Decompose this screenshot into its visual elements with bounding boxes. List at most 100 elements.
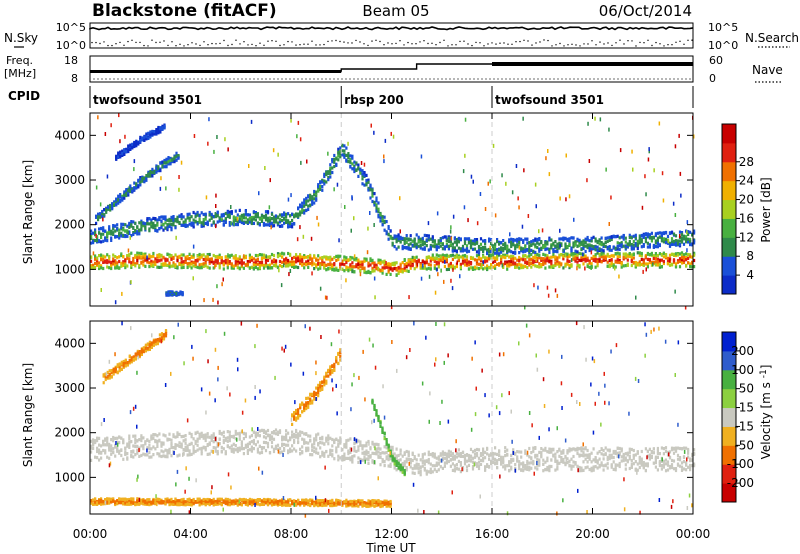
- heatmap-cell: [620, 265, 623, 269]
- heatmap-cell: [224, 217, 227, 221]
- heatmap-cell: [175, 151, 178, 155]
- heatmap-cell: [475, 240, 479, 245]
- heatmap-cell: [397, 245, 400, 249]
- heatmap-cell: [351, 458, 354, 462]
- nsearch-point: [435, 44, 437, 46]
- heatmap-cell: [228, 254, 231, 258]
- heatmap-cell: [220, 450, 223, 454]
- heatmap-cell: [451, 257, 454, 261]
- heatmap-cell: [262, 221, 266, 226]
- heatmap-cell: [584, 257, 587, 261]
- heatmap-cell: [132, 455, 135, 459]
- heatmap-cell: [134, 253, 137, 258]
- heatmap-cell: [192, 260, 195, 264]
- heatmap-cell: [482, 255, 485, 259]
- heatmap-cell: [278, 220, 282, 224]
- heatmap-speckle: [207, 141, 209, 146]
- heatmap-cell: [138, 454, 141, 458]
- heatmap-cell: [108, 442, 111, 446]
- heatmap-cell: [291, 430, 294, 434]
- heatmap-cell: [264, 431, 268, 436]
- nsearch-point: [487, 43, 489, 45]
- heatmap-cell: [520, 249, 523, 253]
- heatmap-cell: [678, 257, 682, 261]
- heatmap-cell: [289, 449, 292, 454]
- heatmap-cell: [323, 172, 326, 176]
- heatmap-cell: [106, 259, 109, 263]
- nsearch-point: [583, 43, 585, 45]
- heatmap-speckle: [129, 235, 131, 240]
- heatmap-cell: [490, 266, 493, 270]
- heatmap-cell: [319, 436, 322, 440]
- heatmap-cell: [118, 259, 121, 264]
- heatmap-speckle: [479, 192, 482, 196]
- heatmap-cell: [347, 438, 350, 442]
- heatmap-cell: [150, 259, 153, 263]
- heatmap-cell: [479, 262, 483, 267]
- heatmap-cell: [121, 198, 124, 202]
- heatmap-cell: [522, 254, 525, 258]
- heatmap-cell: [369, 263, 372, 267]
- colorbar-segment: [722, 199, 736, 219]
- heatmap-cell: [110, 449, 113, 453]
- heatmap-cell: [295, 449, 298, 453]
- heatmap-cell: [387, 262, 390, 266]
- heatmap-cell: [182, 434, 185, 438]
- heatmap-cell: [175, 292, 178, 296]
- heatmap-cell: [293, 435, 296, 439]
- heatmap-cell: [148, 217, 151, 221]
- heatmap-cell: [285, 212, 288, 216]
- heatmap-cell: [674, 234, 678, 238]
- heatmap-cell: [305, 260, 308, 264]
- heatmap-cell: [443, 256, 446, 260]
- heatmap-speckle: [217, 300, 219, 305]
- heatmap-cell: [234, 256, 237, 261]
- heatmap-cell: [272, 224, 276, 228]
- heatmap-cell: [411, 264, 414, 268]
- heatmap-speckle: [104, 132, 107, 136]
- heatmap-cell: [268, 220, 272, 225]
- heatmap-cell: [283, 435, 286, 439]
- nsearch-point: [451, 44, 453, 46]
- heatmap-cell: [140, 260, 143, 264]
- heatmap-cell: [369, 188, 372, 192]
- heatmap-cell: [192, 451, 195, 455]
- heatmap-speckle: [265, 254, 267, 259]
- heatmap-cell: [477, 256, 481, 260]
- heatmap-cell: [431, 240, 434, 244]
- heatmap-cell: [238, 208, 241, 212]
- heatmap-cell: [174, 443, 177, 447]
- heatmap-cell: [176, 219, 179, 223]
- heatmap-cell: [176, 215, 179, 219]
- heatmap-cell: [329, 450, 332, 454]
- heatmap-cell: [403, 239, 406, 243]
- heatmap-cell: [148, 254, 151, 258]
- heatmap-cell: [640, 262, 643, 266]
- heatmap-cell: [170, 438, 173, 442]
- heatmap-cell: [224, 220, 227, 224]
- heatmap-cell: [558, 264, 561, 269]
- heatmap-cell: [343, 152, 346, 156]
- nave-point: [429, 78, 431, 80]
- heatmap-cell: [268, 266, 272, 270]
- heatmap-cell: [355, 168, 358, 172]
- heatmap-cell: [490, 256, 493, 260]
- nsearch-point: [559, 42, 561, 45]
- heatmap-cell: [524, 245, 527, 249]
- heatmap-cell: [254, 435, 257, 439]
- nsearch-point: [427, 42, 429, 45]
- heatmap-cell: [682, 258, 686, 262]
- heatmap-cell: [407, 269, 410, 273]
- heatmap-cell: [270, 266, 274, 270]
- heatmap-cell: [367, 439, 370, 444]
- heatmap-cell: [158, 253, 161, 257]
- heatmap-cell: [514, 246, 517, 251]
- heatmap-cell: [208, 210, 211, 215]
- heatmap-cell: [546, 257, 549, 261]
- heatmap-cell: [548, 256, 551, 260]
- heatmap-cell: [395, 237, 398, 241]
- nsky-traces: [89, 26, 694, 47]
- heatmap-cell: [198, 436, 201, 440]
- heatmap-cell: [395, 454, 398, 459]
